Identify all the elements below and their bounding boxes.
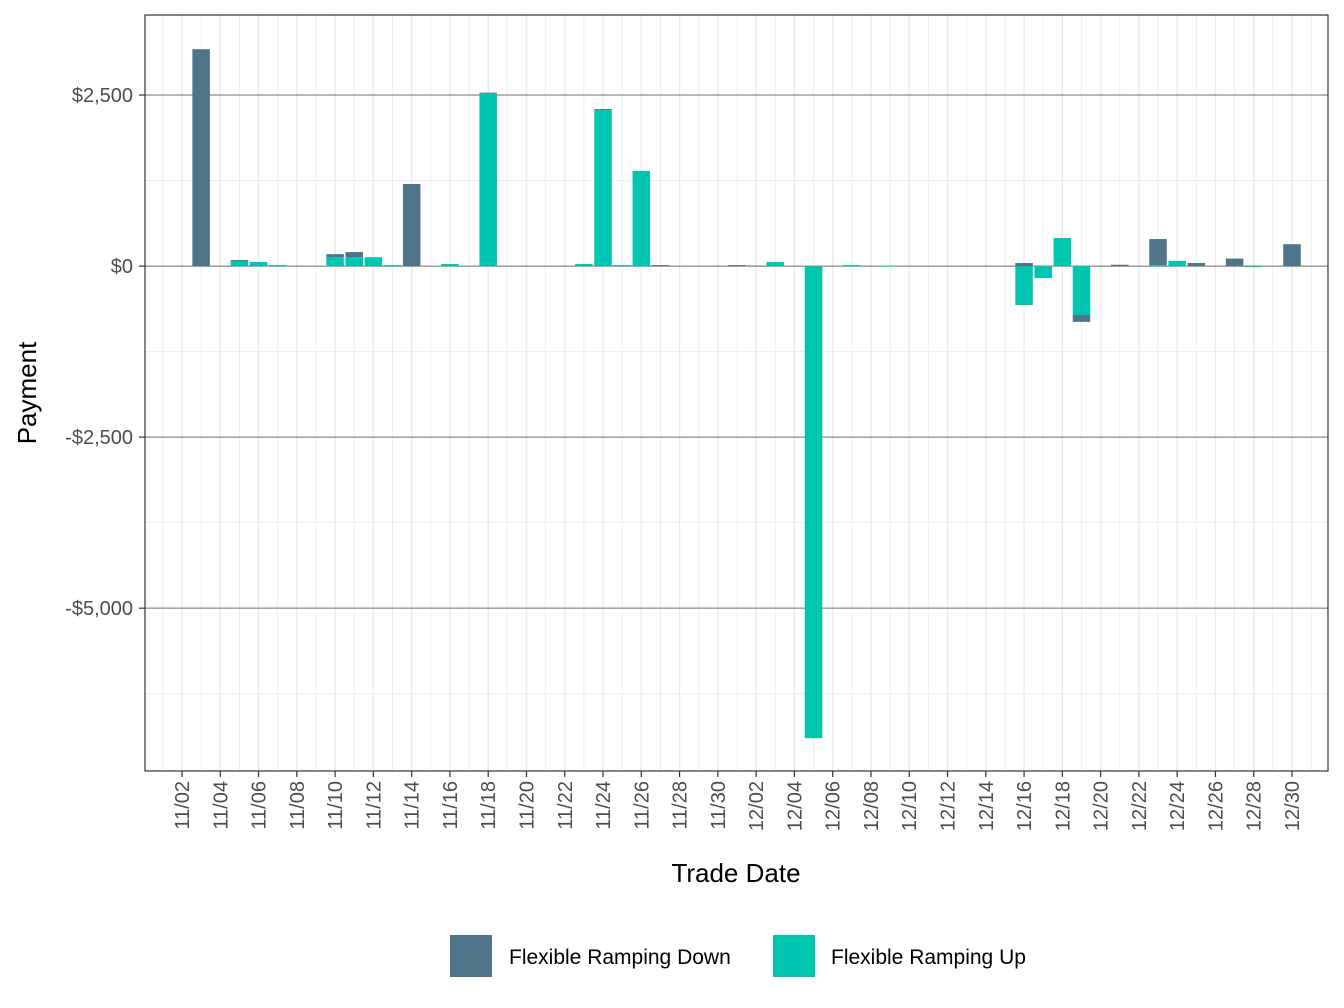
- bar-up-12-09: [881, 265, 899, 267]
- x-tick-label: 11/02: [172, 781, 194, 830]
- x-tick-label: 11/24: [593, 781, 615, 830]
- bar-up-11-12: [364, 257, 383, 267]
- plot-border: [144, 14, 1329, 772]
- x-tick-label: 11/04: [210, 781, 232, 830]
- bar-up-11-11: [345, 257, 363, 267]
- x-axis: 11/02 11/04 11/06 11/08 11/10 11/12 11/14 11/16…: [172, 771, 1304, 831]
- x-tick-label: 12/22: [1129, 781, 1151, 831]
- bar-down-12-02: [747, 265, 765, 267]
- y-axis: $2,500 $0 -$2,500 -$5,000: [65, 85, 145, 620]
- x-tick-label: 12/26: [1205, 781, 1227, 831]
- bar-up-11-23: [575, 264, 593, 267]
- x-tick-label: 11/08: [287, 781, 309, 830]
- bars: [192, 49, 1301, 739]
- bar-down-11-24: [594, 109, 612, 111]
- x-tick-label: 11/28: [670, 781, 692, 830]
- legend-swatch-down: [450, 935, 492, 977]
- bar-up-12-23: [1149, 265, 1167, 267]
- x-tick-label: 12/12: [938, 781, 960, 831]
- bar-up-12-16: [1015, 266, 1033, 306]
- x-tick-label: 12/28: [1244, 781, 1266, 831]
- bar-up-11-10: [326, 257, 344, 267]
- x-tick-label: 12/24: [1167, 781, 1189, 831]
- bar-down-12-21: [1111, 264, 1129, 267]
- bar-down-11-03: [192, 49, 210, 267]
- x-tick-label: 12/30: [1282, 781, 1304, 831]
- bar-down-11-10: [326, 254, 344, 258]
- bar-up-12-03: [766, 261, 785, 267]
- bar-up-11-18: [479, 93, 497, 267]
- bar-up-12-17: [1034, 266, 1052, 279]
- y-tick-label: -$5,000: [65, 598, 133, 620]
- x-tick-label: 12/10: [899, 781, 921, 831]
- bar-up-11-26: [632, 170, 651, 267]
- legend-swatch-up: [773, 935, 815, 977]
- x-tick-label: 12/18: [1052, 781, 1074, 831]
- x-tick-label: 11/18: [478, 781, 500, 830]
- x-tick-label: 11/12: [363, 781, 385, 830]
- x-tick-label: 11/16: [440, 781, 462, 830]
- x-tick-label: 11/26: [631, 781, 653, 830]
- x-tick-label: 12/02: [746, 781, 768, 831]
- bar-up-11-24: [594, 110, 612, 267]
- x-tick-label: 12/14: [976, 781, 998, 831]
- bar-up-12-28: [1244, 266, 1263, 268]
- bar-up-11-06: [249, 261, 268, 267]
- bar-up-11-16: [441, 264, 459, 267]
- y-tick-label: -$2,500: [65, 427, 133, 449]
- x-tick-label: 11/22: [555, 781, 577, 830]
- bar-up-11-25: [613, 265, 631, 267]
- bar-up-11-05: [230, 260, 249, 267]
- x-tick-label: 11/30: [708, 781, 730, 830]
- x-tick-label: 12/16: [1014, 781, 1036, 831]
- x-tick-label: 11/06: [249, 781, 271, 830]
- bar-down-12-27: [1225, 258, 1244, 267]
- bar-up-11-07: [268, 265, 287, 267]
- bar-down-12-16: [1015, 263, 1033, 267]
- bar-down-11-14: [402, 183, 421, 267]
- x-tick-label: 12/04: [784, 781, 806, 831]
- y-axis-title: Payment: [12, 341, 42, 444]
- legend-label-down: Flexible Ramping Down: [509, 946, 731, 969]
- x-tick-label: 12/06: [823, 781, 845, 831]
- y-tick-label: $0: [111, 256, 133, 278]
- x-axis-title: Trade Date: [671, 858, 800, 888]
- bar-up-12-07: [843, 265, 861, 267]
- x-tick-label: 12/08: [861, 781, 883, 831]
- x-tick-label: 12/20: [1091, 781, 1113, 831]
- bar-down-12-30: [1283, 244, 1301, 267]
- bar-down-12-19: [1072, 315, 1091, 322]
- bar-down-11-05: [230, 259, 249, 261]
- bar-down-12-01: [728, 265, 746, 267]
- bar-down-11-11: [345, 252, 363, 258]
- bar-down-12-25: [1187, 263, 1206, 267]
- bar-up-12-24: [1168, 260, 1186, 267]
- bar-up-12-05: [804, 266, 823, 739]
- x-tick-label: 11/10: [325, 781, 347, 830]
- legend: Flexible Ramping Down Flexible Ramping U…: [450, 935, 1026, 977]
- y-tick-label: $2,500: [72, 85, 133, 107]
- bar-up-12-19: [1072, 266, 1091, 316]
- x-tick-label: 11/20: [516, 781, 538, 830]
- x-tick-label: 11/14: [402, 781, 424, 830]
- legend-label-up: Flexible Ramping Up: [831, 946, 1026, 969]
- bar-up-11-13: [383, 265, 402, 267]
- bar-up-12-18: [1053, 238, 1072, 267]
- bar-down-12-23: [1149, 239, 1167, 266]
- bar-down-11-18: [479, 92, 497, 94]
- bar-down-11-27: [651, 265, 670, 267]
